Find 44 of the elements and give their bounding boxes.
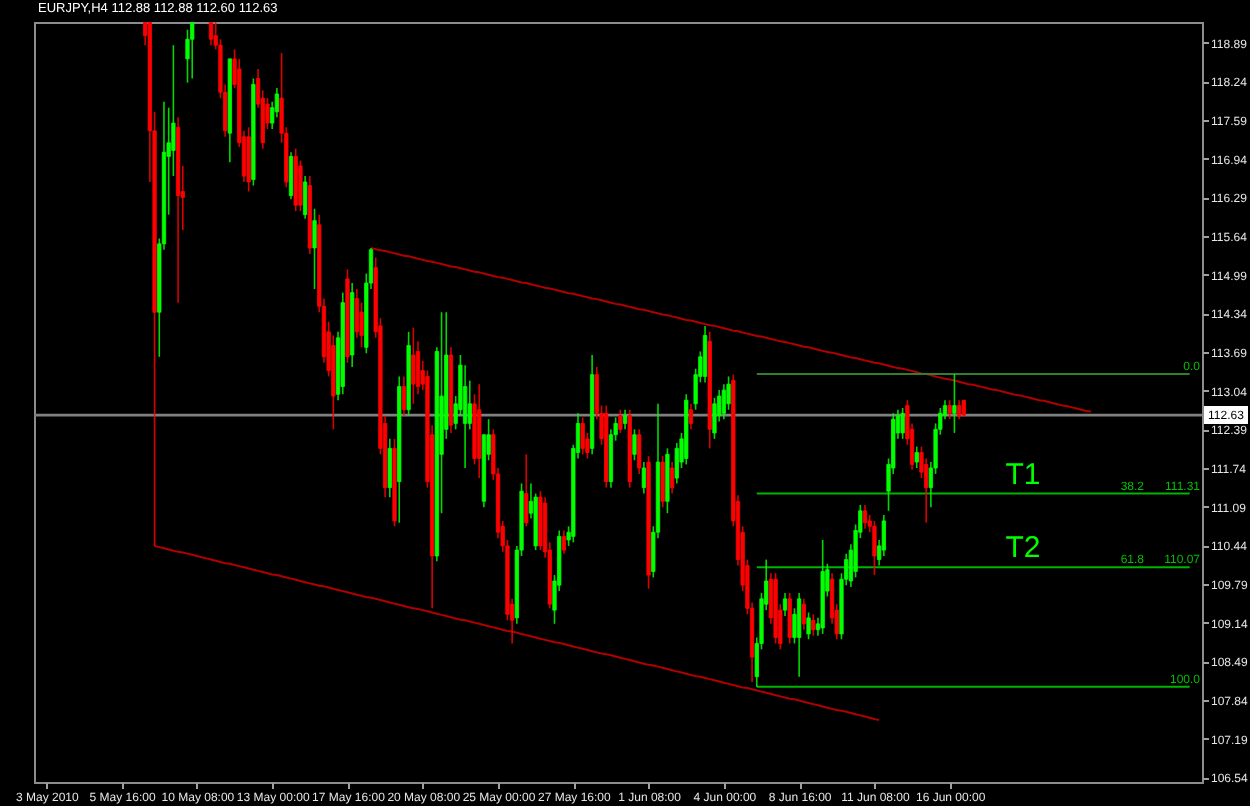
candlestick xyxy=(401,375,407,417)
candlestick xyxy=(862,504,868,530)
candlestick xyxy=(387,438,392,498)
candlestick xyxy=(208,22,214,46)
candlestick xyxy=(190,22,195,80)
candlestick xyxy=(806,611,811,641)
candlestick xyxy=(246,126,251,193)
line-series xyxy=(153,544,881,722)
candlestick xyxy=(956,399,962,421)
candlestick xyxy=(641,461,646,495)
candlestick xyxy=(726,375,731,411)
candlestick xyxy=(303,175,308,220)
candlestick xyxy=(288,151,294,201)
candlestick xyxy=(801,598,806,631)
candlestick xyxy=(952,373,957,434)
annotation: T1 xyxy=(1005,457,1041,492)
annotation: T2 xyxy=(1005,531,1041,566)
candlestick xyxy=(185,28,190,84)
candlestick xyxy=(561,529,567,555)
candlestick xyxy=(702,325,708,384)
candlestick xyxy=(872,520,877,576)
candlestick xyxy=(782,592,788,617)
candlestick xyxy=(312,207,317,290)
candlestick xyxy=(688,402,694,431)
candlestick xyxy=(618,408,623,434)
candlestick xyxy=(947,399,952,421)
candlestick xyxy=(914,445,919,469)
line-series xyxy=(369,246,1092,413)
candlestick xyxy=(354,288,359,339)
candlestick xyxy=(637,428,642,475)
candlestick xyxy=(787,592,792,645)
candlestick xyxy=(524,453,529,528)
candlestick xyxy=(797,592,802,678)
candlestick xyxy=(669,461,675,495)
candlestick xyxy=(811,613,816,637)
candlestick xyxy=(721,383,726,421)
candlestick xyxy=(900,407,905,440)
candlestick xyxy=(660,455,665,509)
candlestick xyxy=(411,326,416,405)
candlestick xyxy=(665,447,670,515)
candlestick xyxy=(622,408,628,431)
candlestick xyxy=(632,428,637,462)
candlestick xyxy=(712,397,717,440)
candlestick xyxy=(580,416,585,456)
